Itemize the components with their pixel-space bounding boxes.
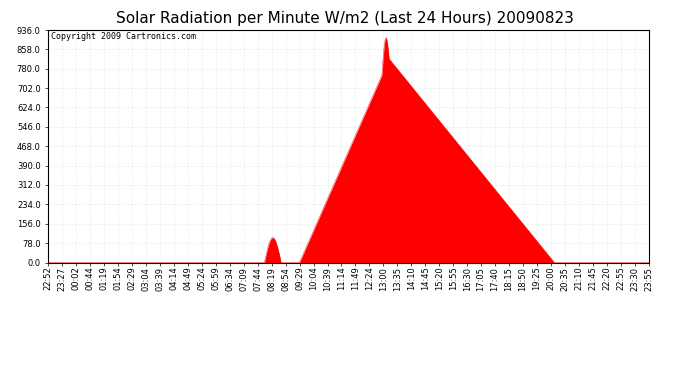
Text: Copyright 2009 Cartronics.com: Copyright 2009 Cartronics.com: [51, 32, 196, 41]
Text: Solar Radiation per Minute W/m2 (Last 24 Hours) 20090823: Solar Radiation per Minute W/m2 (Last 24…: [116, 11, 574, 26]
